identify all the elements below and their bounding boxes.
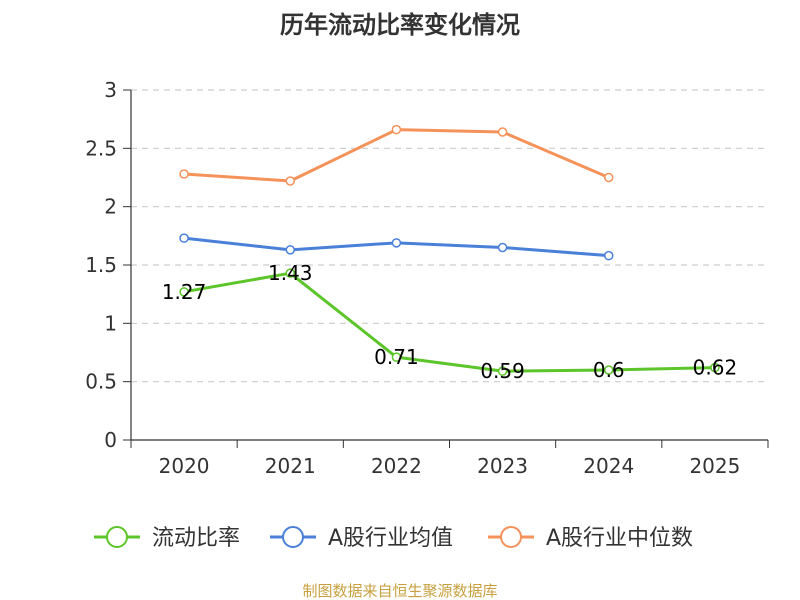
y-tick-label: 2: [104, 195, 117, 219]
data-label: 0.6: [593, 358, 625, 382]
data-point[interactable]: [710, 362, 720, 373]
x-tick-label: 2022: [371, 454, 422, 478]
legend-marker: [500, 526, 522, 548]
data-point[interactable]: [497, 366, 508, 376]
legend-label: A股行业均值: [328, 526, 453, 551]
source-note: 制图数据来自恒生聚源数据库: [302, 582, 497, 600]
data-point[interactable]: [179, 169, 189, 179]
legend-item-2[interactable]: A股行业中位数: [488, 526, 693, 551]
x-tick-label: 2020: [159, 454, 210, 478]
data-label: 0.59: [480, 359, 525, 383]
gridlines: [131, 89, 768, 383]
legend-label: A股行业中位数: [546, 526, 693, 551]
y-tick-label: 1: [104, 311, 117, 335]
data-labels: 1.27 1.43 0.71 0.59 0.6 0.62: [162, 261, 737, 383]
data-point[interactable]: [604, 365, 614, 375]
data-point[interactable]: [285, 268, 295, 278]
axes: 0 0.5 1 1.5 2 2.5 3 2020 2021 2022 2023 2024 2025: [85, 78, 769, 478]
data-point[interactable]: [604, 250, 614, 261]
data-point[interactable]: [179, 287, 189, 297]
series-line-0: [182, 271, 717, 373]
data-point[interactable]: [604, 172, 614, 183]
y-tick-label: 3: [104, 78, 117, 102]
legend[interactable]: 流动比率 A股行业均值 A股行业中位数: [94, 526, 693, 551]
series-layer: [179, 124, 720, 376]
series-line-2: [182, 128, 611, 183]
y-tick-label: 2.5: [85, 136, 117, 160]
data-point[interactable]: [391, 238, 402, 248]
chart-title: 历年流动比率变化情况: [280, 11, 520, 39]
data-point[interactable]: [391, 352, 402, 362]
data-point[interactable]: [285, 245, 295, 255]
legend-item-1[interactable]: A股行业均值: [270, 526, 453, 551]
x-tick-label: 2023: [477, 454, 528, 478]
y-tick-label: 1.5: [85, 253, 117, 277]
data-label: 0.71: [374, 345, 419, 369]
data-label: 0.62: [693, 356, 738, 380]
data-point[interactable]: [497, 127, 508, 137]
legend-marker: [282, 526, 304, 548]
data-point[interactable]: [285, 176, 295, 186]
x-tick-label: 2021: [265, 454, 316, 478]
data-point[interactable]: [497, 242, 508, 253]
y-tick-label: 0: [104, 428, 117, 452]
x-tick-label: 2024: [583, 454, 634, 478]
data-label: 1.43: [268, 261, 313, 285]
data-point[interactable]: [391, 124, 402, 135]
legend-label: 流动比率: [152, 526, 240, 551]
legend-marker: [106, 526, 128, 548]
y-tick-label: 0.5: [85, 370, 117, 394]
x-tick-label: 2025: [689, 454, 740, 478]
legend-item-0[interactable]: 流动比率: [94, 526, 240, 551]
data-label: 1.27: [162, 280, 207, 304]
data-point[interactable]: [179, 233, 189, 243]
